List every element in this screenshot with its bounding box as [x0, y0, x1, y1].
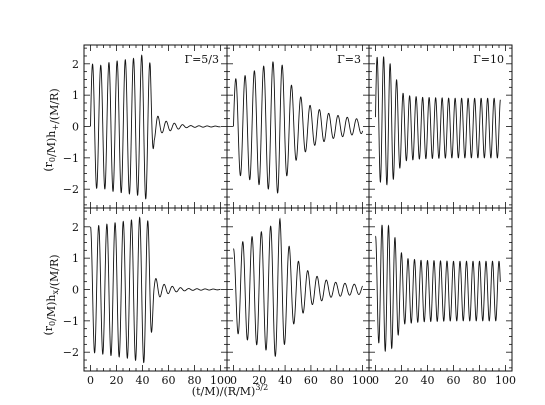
waveform-line — [375, 56, 501, 186]
panel-r0-c0: −2 −1 0 1 2 Γ=5/3 — [63, 44, 228, 209]
panel-r1-c2: 0 20 40 60 80 100 — [368, 207, 516, 387]
x-tick-label: 60 — [447, 374, 461, 387]
y-tick-label: −1 — [63, 315, 79, 328]
x-tick-label: 100 — [210, 374, 231, 387]
x-tick-label: 20 — [110, 374, 124, 387]
x-tick-label: 60 — [162, 374, 176, 387]
y-tick-label: 0 — [72, 121, 79, 134]
y-axis-label-top: (r0/M)h+/(M/R) — [42, 88, 61, 171]
waveform-line — [90, 216, 221, 364]
y-tick-label: −1 — [63, 152, 79, 165]
x-tick-label: 40 — [136, 374, 150, 387]
x-tick-label: 40 — [278, 374, 292, 387]
x-tick-label: 100 — [495, 374, 516, 387]
panel-r0-c2: Γ=10 — [368, 44, 513, 209]
panel-frame — [83, 207, 228, 372]
x-tick-label: 0 — [87, 374, 94, 387]
y-tick-label: 2 — [72, 58, 79, 71]
x-tick-label: 40 — [421, 374, 435, 387]
y-tick-label: 1 — [72, 89, 79, 102]
x-tick-label: 0 — [372, 374, 379, 387]
x-tick-label: 0 — [230, 374, 237, 387]
panel-r0-c1: Γ=3 — [226, 44, 370, 209]
panel-label: Γ=5/3 — [184, 53, 219, 66]
x-tick-label: 80 — [188, 374, 202, 387]
x-tick-label: 20 — [395, 374, 409, 387]
x-axis-label: (t/M)/(R/M)3/2 — [192, 383, 268, 398]
x-tick-label: 100 — [352, 374, 373, 387]
waveform-line — [233, 217, 363, 357]
waveform-line — [233, 61, 363, 194]
panel-label: Γ=10 — [473, 53, 504, 66]
y-axis-label-bottom: (r0/M)hx/(M/R) — [42, 254, 61, 335]
panel-frame — [226, 44, 370, 209]
y-tick-label: 1 — [72, 252, 79, 265]
x-tick-label: 60 — [304, 374, 318, 387]
y-tick-label: −2 — [63, 183, 79, 196]
waveform-line — [375, 224, 501, 353]
x-tick-label: 20 — [252, 374, 266, 387]
x-tick-label: 80 — [473, 374, 487, 387]
panel-label: Γ=3 — [337, 53, 361, 66]
x-tick-label: 80 — [330, 374, 344, 387]
y-tick-label: 0 — [72, 284, 79, 297]
y-tick-label: −2 — [63, 346, 79, 359]
waveform-line — [90, 54, 221, 200]
panel-r1-c1: 0 20 40 60 80 100 — [226, 207, 373, 387]
y-tick-label: 2 — [72, 221, 79, 234]
